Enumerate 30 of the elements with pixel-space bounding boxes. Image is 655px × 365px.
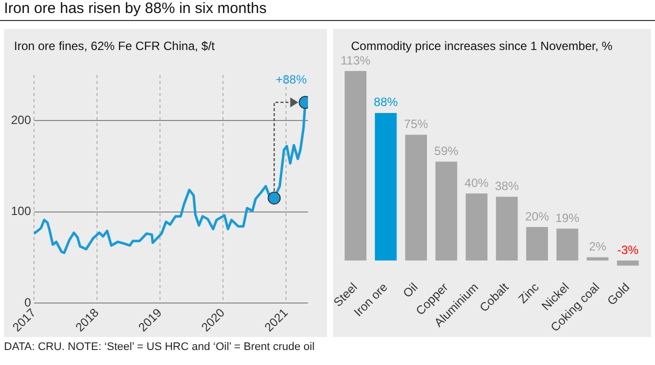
bar	[496, 196, 518, 261]
data-label: 75%	[404, 117, 428, 132]
data-label: 113%	[340, 53, 371, 68]
x-tick-label: Oil	[400, 280, 421, 300]
y-tick-label: 0	[24, 295, 32, 310]
x-tick-label: Zinc	[516, 280, 542, 306]
chart-title: Commodity price increases since 1 November, %	[350, 38, 614, 53]
y-tick-label: 100	[10, 204, 32, 218]
chart-subtitle: Iron ore fines, 62% Fe CFR China, $/t	[13, 38, 216, 53]
bar	[586, 257, 609, 261]
bar	[526, 227, 548, 261]
data-label: 38%	[494, 179, 520, 194]
bar	[616, 260, 639, 266]
bar	[405, 134, 427, 261]
data-label: 40%	[464, 176, 489, 190]
bar	[466, 193, 488, 261]
chart-title: Iron ore has risen by 88% in six months	[0, 0, 655, 21]
data-label: 20%	[525, 209, 550, 224]
y-tick-label: 200	[10, 112, 32, 127]
bar	[344, 71, 366, 261]
bar	[435, 162, 458, 261]
data-label: 88%	[374, 95, 398, 110]
data-label: -3%	[617, 242, 639, 257]
bar	[374, 112, 397, 261]
data-label: 59%	[434, 144, 459, 158]
annotation: +88%	[276, 72, 308, 87]
text: DATA: CRU. NOTE: ‘Steel’ = US HRC and ‘Oil’ = Brent crude oil	[4, 341, 315, 353]
data-label: 19%	[555, 210, 580, 225]
bar	[556, 228, 578, 261]
data-label: 2%	[588, 240, 607, 254]
